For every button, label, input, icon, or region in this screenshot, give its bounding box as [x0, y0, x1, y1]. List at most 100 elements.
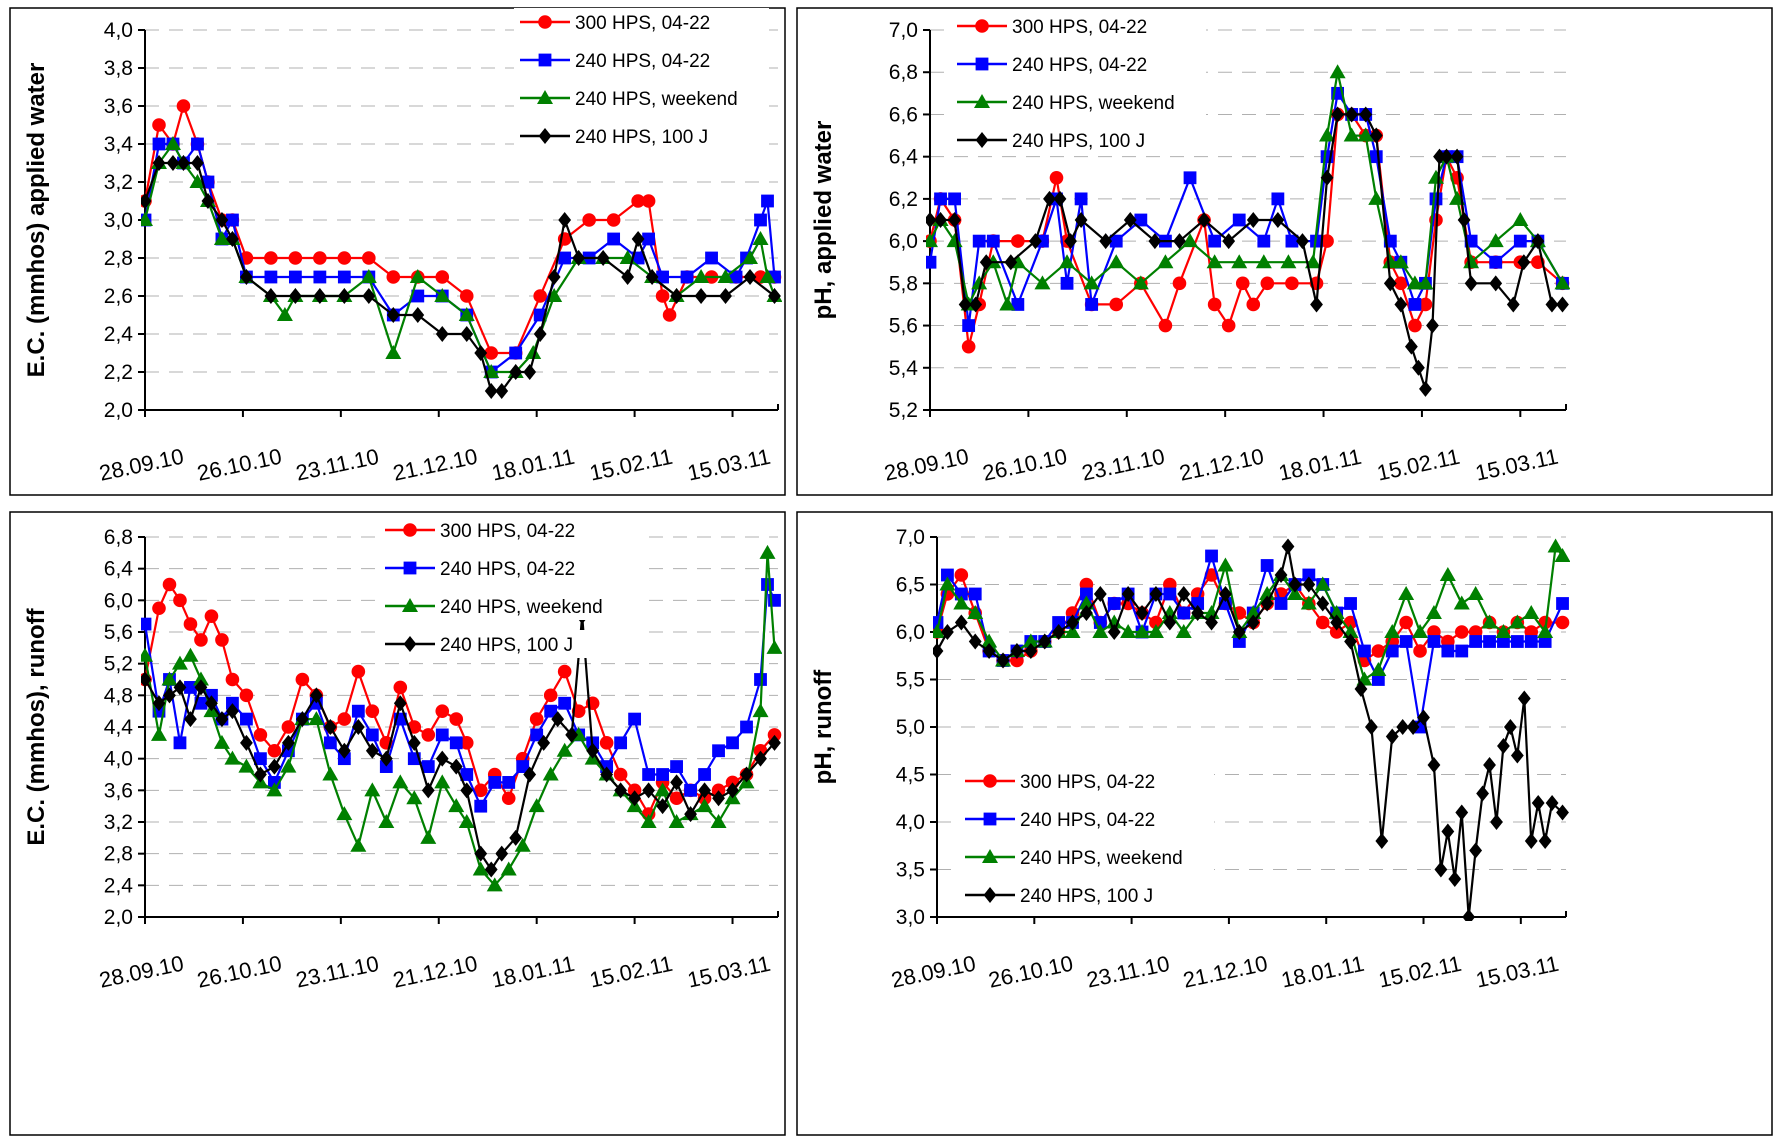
- data-point-240-hps-04-22: [1085, 298, 1099, 311]
- legend-label: 240 HPS, 100 J: [1020, 886, 1153, 907]
- data-point-240-hps-100-j: [484, 383, 498, 399]
- data-point-300-hps-04-22: [641, 194, 656, 208]
- y-tick-label: 6,0: [889, 230, 918, 253]
- data-point-240-hps-weekend: [1175, 624, 1192, 638]
- data-point-240-hps-weekend: [1059, 254, 1076, 269]
- data-point-240-hps-04-22: [264, 270, 278, 284]
- data-point-240-hps-weekend: [1034, 275, 1051, 290]
- data-point-240-hps-100-j: [1219, 586, 1232, 602]
- data-point-240-hps-100-j: [313, 288, 327, 304]
- data-point-240-hps-weekend: [1083, 275, 1100, 290]
- data-point-240-hps-04-22: [240, 712, 253, 726]
- data-point-240-hps-100-j: [194, 679, 208, 696]
- data-point-240-hps-100-j: [565, 726, 579, 743]
- legend-label: 240 HPS, 04-22: [1020, 810, 1155, 831]
- data-point-240-hps-weekend: [1106, 614, 1123, 629]
- data-point-240-hps-weekend: [654, 782, 671, 797]
- data-point-240-hps-100-j: [295, 711, 309, 728]
- data-point-240-hps-100-j: [1121, 586, 1135, 602]
- data-point-240-hps-04-22: [488, 776, 502, 789]
- legend-label: 240 HPS, 04-22: [575, 51, 710, 72]
- data-point-240-hps-100-j: [141, 193, 152, 209]
- data-point-240-hps-100-j: [386, 307, 400, 323]
- data-point-240-hps-100-j: [996, 652, 1010, 669]
- data-point-300-hps-04-22: [1418, 297, 1433, 312]
- data-point-240-hps-100-j: [1043, 190, 1056, 207]
- data-point-240-hps-04-22: [656, 768, 669, 781]
- data-point-240-hps-100-j: [1163, 614, 1177, 631]
- data-point-240-hps-100-j: [421, 782, 435, 799]
- data-point-240-hps-04-22: [288, 270, 302, 284]
- data-point-300-hps-04-22: [421, 728, 436, 742]
- y-tick-label: 2,0: [104, 906, 133, 929]
- y-tick-label: 5,5: [896, 669, 925, 692]
- data-point-240-hps-04-22: [191, 137, 204, 151]
- data-point-240-hps-100-j: [1419, 380, 1432, 397]
- data-point-240-hps-100-j: [1302, 576, 1316, 593]
- data-point-240-hps-weekend: [1554, 548, 1570, 562]
- legend-marker: [982, 849, 998, 863]
- data-point-240-hps-weekend: [1384, 624, 1401, 638]
- legend-marker: [402, 598, 418, 612]
- data-point-240-hps-100-j: [1450, 148, 1464, 165]
- y-tick-label: 2,4: [104, 323, 134, 346]
- data-point-240-hps-weekend: [1481, 614, 1498, 629]
- data-point-240-hps-100-j: [1345, 106, 1359, 123]
- data-point-300-hps-04-22: [533, 289, 547, 303]
- data-point-240-hps-weekend: [336, 806, 353, 821]
- data-point-300-hps-04-22: [281, 720, 296, 734]
- data-point-240-hps-100-j: [1331, 106, 1345, 123]
- data-point-240-hps-weekend: [926, 233, 938, 248]
- data-point-240-hps-100-j: [979, 254, 993, 271]
- data-point-300-hps-04-22: [365, 704, 380, 718]
- data-point-240-hps-100-j: [173, 679, 187, 696]
- data-point-300-hps-04-22: [435, 704, 450, 718]
- data-point-300-hps-04-22: [362, 251, 376, 265]
- data-point-240-hps-100-j: [264, 288, 278, 304]
- legend-marker: [975, 57, 989, 71]
- data-point-300-hps-04-22: [173, 593, 187, 608]
- data-point-240-hps-100-j: [558, 212, 572, 228]
- y-tick-label: 4,0: [104, 748, 133, 771]
- data-point-240-hps-100-j: [1010, 643, 1024, 659]
- data-point-240-hps-100-j: [1517, 254, 1531, 271]
- data-point-240-hps-04-22: [986, 234, 1000, 248]
- data-point-240-hps-100-j: [523, 766, 537, 783]
- data-point-240-hps-weekend: [238, 758, 255, 773]
- data-point-240-hps-04-22: [628, 712, 642, 726]
- y-tick-label: 3,0: [896, 906, 925, 929]
- data-point-300-hps-04-22: [1207, 297, 1222, 312]
- y-tick-label: 3,5: [896, 859, 925, 882]
- data-point-300-hps-04-22: [225, 672, 240, 687]
- data-point-240-hps-weekend: [1523, 605, 1540, 619]
- data-point-240-hps-04-22: [184, 681, 197, 694]
- data-point-240-hps-100-j: [240, 269, 253, 285]
- data-point-240-hps-100-j: [1281, 538, 1295, 555]
- data-point-240-hps-100-j: [1316, 595, 1330, 612]
- data-point-240-hps-100-j: [1434, 861, 1448, 878]
- data-point-240-hps-weekend: [1495, 624, 1512, 638]
- data-point-300-hps-04-22: [393, 680, 408, 695]
- data-point-240-hps-100-j: [768, 288, 781, 304]
- data-point-240-hps-100-j: [509, 364, 523, 380]
- data-point-240-hps-100-j: [1246, 212, 1260, 228]
- data-point-240-hps-100-j: [1464, 275, 1478, 292]
- data-point-240-hps-04-22: [656, 270, 669, 284]
- data-point-300-hps-04-22: [529, 712, 544, 726]
- data-point-240-hps-04-22: [1385, 644, 1399, 658]
- data-point-300-hps-04-22: [1285, 276, 1299, 291]
- data-point-240-hps-100-j: [1149, 586, 1163, 602]
- data-point-240-hps-weekend: [1134, 624, 1151, 638]
- y-axis-title: pH, runoff: [810, 669, 837, 785]
- data-point-240-hps-100-j: [982, 643, 996, 659]
- data-point-240-hps-weekend: [752, 703, 769, 718]
- data-point-240-hps-100-j: [1099, 233, 1113, 250]
- data-point-240-hps-04-22: [1011, 298, 1025, 311]
- data-point-240-hps-100-j: [642, 782, 656, 799]
- data-point-240-hps-100-j: [1455, 804, 1469, 821]
- data-point-240-hps-04-22: [972, 234, 986, 248]
- y-tick-label: 3,6: [104, 779, 133, 802]
- legend-label: 240 HPS, 04-22: [440, 559, 575, 580]
- data-point-240-hps-04-22: [926, 255, 937, 269]
- data-point-240-hps-100-j: [1417, 709, 1430, 726]
